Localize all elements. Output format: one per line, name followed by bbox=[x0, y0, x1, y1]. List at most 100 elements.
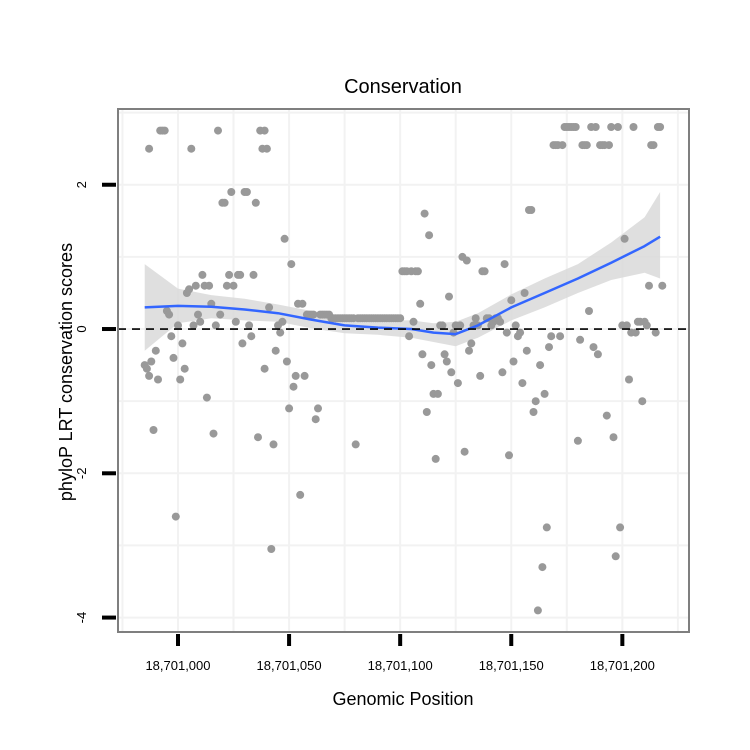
data-point bbox=[522, 346, 531, 355]
data-point bbox=[462, 256, 471, 265]
data-point bbox=[271, 346, 280, 355]
data-point bbox=[540, 389, 549, 398]
x-tick-label: 18,701,150 bbox=[479, 658, 544, 673]
data-point bbox=[496, 317, 505, 326]
data-point bbox=[611, 552, 620, 561]
x-tick-label: 18,701,200 bbox=[590, 658, 655, 673]
smooth-line-layer bbox=[144, 235, 661, 336]
data-point bbox=[538, 563, 547, 572]
data-point bbox=[431, 454, 440, 463]
data-point bbox=[602, 411, 611, 420]
data-point bbox=[154, 375, 162, 384]
data-point bbox=[396, 314, 405, 323]
data-point bbox=[276, 328, 285, 337]
data-point bbox=[447, 368, 456, 377]
x-tick-label: 18,701,050 bbox=[257, 658, 322, 673]
data-point bbox=[229, 281, 238, 290]
data-point bbox=[169, 353, 178, 362]
panel-border bbox=[117, 108, 690, 633]
data-point bbox=[649, 141, 658, 150]
data-point bbox=[471, 314, 480, 323]
data-point bbox=[278, 317, 287, 326]
data-point bbox=[576, 335, 585, 344]
data-point bbox=[260, 364, 269, 373]
data-point bbox=[573, 436, 582, 445]
data-point bbox=[533, 606, 542, 615]
data-point bbox=[645, 281, 653, 290]
data-point bbox=[605, 141, 613, 150]
data-point bbox=[465, 346, 473, 355]
chart-title: Conservation bbox=[344, 76, 462, 98]
data-point bbox=[418, 350, 427, 359]
axes: 18,701,000 18,701,050 18,701,100 18,701,150… bbox=[74, 181, 655, 673]
data-point bbox=[145, 371, 154, 380]
data-point bbox=[509, 357, 518, 366]
data-point bbox=[254, 433, 262, 442]
data-point bbox=[520, 289, 529, 297]
data-point bbox=[518, 379, 527, 388]
data-point bbox=[511, 321, 520, 330]
data-point bbox=[405, 332, 414, 341]
x-axis-title: Genomic Position bbox=[332, 689, 473, 709]
data-point bbox=[480, 267, 489, 276]
data-point bbox=[658, 281, 667, 290]
data-point bbox=[174, 321, 182, 330]
data-point bbox=[311, 415, 320, 424]
data-point bbox=[620, 234, 629, 243]
data-point bbox=[236, 270, 245, 279]
y-tick-label: 0 bbox=[74, 325, 89, 332]
data-point bbox=[291, 371, 300, 380]
data-point bbox=[613, 123, 622, 131]
data-point bbox=[142, 364, 151, 373]
data-point bbox=[314, 404, 322, 413]
data-point bbox=[656, 123, 665, 131]
data-point bbox=[262, 144, 271, 153]
data-point bbox=[625, 375, 633, 384]
data-point bbox=[225, 270, 234, 279]
data-point bbox=[642, 321, 651, 330]
data-point bbox=[456, 321, 465, 330]
data-point bbox=[145, 144, 154, 153]
data-point bbox=[220, 198, 229, 207]
data-point bbox=[413, 267, 422, 276]
data-point bbox=[231, 317, 240, 326]
data-point bbox=[178, 339, 187, 348]
data-point bbox=[531, 397, 540, 406]
x-tick-label: 18,701,100 bbox=[368, 658, 433, 673]
data-point bbox=[269, 440, 278, 449]
data-point bbox=[467, 339, 476, 348]
data-point bbox=[167, 332, 176, 341]
data-point bbox=[616, 523, 625, 532]
data-point bbox=[171, 512, 180, 521]
data-point bbox=[285, 404, 294, 413]
data-point bbox=[460, 447, 469, 456]
data-point bbox=[351, 440, 360, 449]
data-point bbox=[607, 123, 616, 131]
data-point bbox=[194, 310, 202, 319]
grid-lines bbox=[118, 109, 689, 632]
y-tick-label: -4 bbox=[74, 612, 89, 624]
data-point bbox=[147, 357, 156, 366]
data-point bbox=[536, 361, 545, 370]
data-point bbox=[300, 371, 309, 380]
data-point bbox=[205, 281, 214, 290]
data-point bbox=[438, 321, 447, 330]
data-point bbox=[251, 198, 260, 207]
data-point bbox=[498, 368, 507, 377]
data-point bbox=[556, 332, 565, 341]
data-point bbox=[202, 393, 211, 402]
data-point bbox=[433, 389, 442, 398]
data-point bbox=[422, 408, 431, 416]
data-point bbox=[209, 429, 218, 438]
data-point bbox=[542, 523, 551, 532]
data-point bbox=[425, 231, 434, 240]
data-point bbox=[585, 307, 593, 315]
data-point bbox=[187, 144, 196, 153]
data-point bbox=[280, 234, 289, 243]
data-point bbox=[593, 350, 602, 359]
data-point bbox=[453, 379, 462, 388]
data-point bbox=[216, 310, 225, 319]
y-tick-label: -2 bbox=[74, 468, 89, 480]
data-point bbox=[296, 490, 305, 499]
